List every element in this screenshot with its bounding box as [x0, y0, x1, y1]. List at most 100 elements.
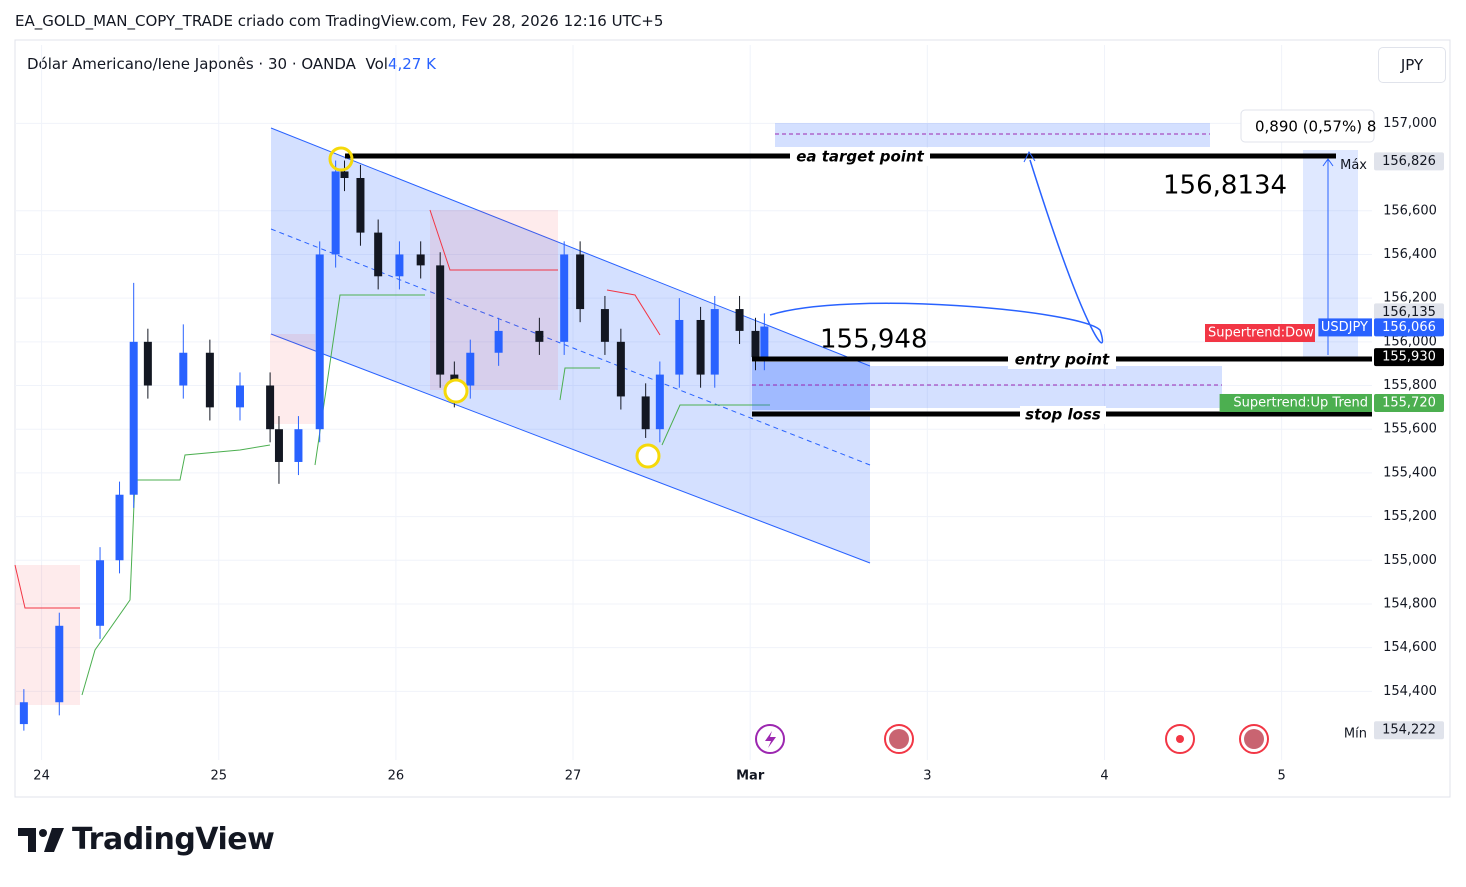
candle-body	[450, 374, 459, 386]
event-icon[interactable]	[1239, 724, 1269, 754]
y-tick-label: 154,400	[1383, 684, 1437, 699]
y-tick-label: 156,400	[1383, 247, 1437, 262]
candle-body	[600, 309, 609, 342]
candle-body	[395, 254, 404, 277]
candle-body	[616, 341, 625, 397]
tag-note: Supertrend:Up Trend	[1233, 395, 1368, 410]
y-tick-label: 154,800	[1383, 596, 1437, 611]
zone-box	[870, 366, 1222, 408]
tag-note: Mín	[1344, 727, 1367, 742]
candle-body	[696, 319, 705, 375]
symbol-line: Dólar Americano/Iene Japonês · 30 · OAND…	[27, 55, 436, 73]
candle-body	[641, 396, 650, 430]
supertrend-zone	[15, 565, 80, 705]
brand: TradingView	[18, 822, 275, 857]
channel-bottom	[270, 333, 871, 564]
event-icon[interactable]	[755, 724, 785, 754]
candle-body	[274, 429, 283, 462]
candle-body	[760, 326, 769, 358]
grid	[15, 45, 1372, 760]
channel-top	[270, 127, 871, 367]
page-title: EA_GOLD_MAN_COPY_TRADE criado com Tradin…	[15, 12, 664, 30]
supertrend-up	[559, 367, 600, 401]
candle-body	[560, 254, 569, 342]
candle-body	[96, 560, 105, 626]
event-icon[interactable]	[884, 724, 914, 754]
candle-body	[19, 702, 28, 725]
supertrend-down-tag	[1205, 324, 1315, 342]
price-tag-label: 154,222	[1382, 723, 1436, 738]
measure-tooltip	[1240, 109, 1375, 143]
candle-body	[710, 309, 719, 375]
price-tag	[1374, 303, 1444, 322]
x-tick-label: 27	[565, 769, 582, 784]
candle-body	[315, 254, 324, 430]
candles	[19, 160, 769, 731]
price-tag-label: 156,066	[1382, 320, 1436, 335]
vol-value: 4,27 K	[387, 55, 436, 73]
price-tag	[1374, 393, 1444, 412]
entry-price: 155,948	[820, 325, 928, 355]
pivot-marker	[328, 146, 354, 172]
candle-body	[129, 341, 138, 495]
event-icon[interactable]	[1165, 724, 1195, 754]
candle-body	[576, 254, 585, 310]
tag-note-bg	[1318, 318, 1372, 337]
x-tick-label: Mar	[736, 769, 765, 784]
candle-body	[751, 330, 760, 358]
vol-label: Vol	[365, 55, 388, 73]
candle-body	[535, 330, 544, 342]
x-tick-label: 3	[923, 769, 931, 784]
x-tick-label: 24	[33, 769, 50, 784]
y-tick-label: 155,800	[1383, 378, 1437, 393]
currency-button[interactable]: JPY	[1378, 47, 1446, 83]
candle-body	[494, 330, 503, 353]
y-tick-label: 155,400	[1383, 465, 1437, 480]
label-bg	[1020, 406, 1106, 424]
brand-name: TradingView	[72, 822, 275, 857]
candle-body	[205, 352, 214, 408]
supertrend-zone	[430, 210, 558, 390]
x-tick-label: 5	[1278, 769, 1286, 784]
projection-head	[1023, 151, 1036, 163]
price-tag	[1374, 721, 1444, 740]
price-tag	[1374, 152, 1444, 171]
price-tag	[1374, 348, 1444, 367]
candle-body	[235, 385, 244, 408]
candle-body	[416, 254, 425, 266]
candle-body	[436, 265, 445, 375]
tag-note: Máx	[1340, 158, 1367, 173]
channel-fill	[271, 128, 870, 563]
y-tick-label: 155,200	[1383, 509, 1437, 524]
tag-note: USDJPY	[1321, 320, 1368, 335]
candle-body	[356, 178, 365, 233]
y-tick-label: 156,200	[1383, 291, 1437, 306]
candle-body	[55, 625, 64, 703]
x-tick-label: 25	[210, 769, 227, 784]
candle-body	[374, 232, 383, 277]
flag	[1244, 729, 1264, 749]
target-box	[775, 123, 1210, 147]
price-axis: 154,400 154,600 154,800 155,000 155,200 155,4…	[33, 116, 1444, 784]
entry-label: entry point	[1015, 351, 1110, 369]
chart-frame	[14, 39, 1451, 798]
supertrend-up	[661, 404, 770, 446]
zone-box	[752, 362, 870, 410]
price-tag	[1374, 318, 1444, 337]
event-dot	[1176, 735, 1184, 743]
measure-arrow-head	[1322, 158, 1334, 167]
supertrend-down	[606, 289, 661, 336]
candle-body	[340, 171, 349, 179]
y-tick-label: 154,600	[1383, 640, 1437, 655]
y-tick-label: 156,600	[1383, 203, 1437, 218]
price-tag-label: 156,135	[1382, 305, 1436, 320]
candle-body	[735, 309, 744, 331]
projection-curve	[769, 159, 1104, 344]
supertrend-down	[14, 564, 80, 609]
symbol: Dólar Americano/Iene Japonês · 30 · OAND…	[27, 55, 356, 73]
y-tick-label: 155,600	[1383, 422, 1437, 437]
x-tick-label: 26	[388, 769, 405, 784]
brand-logo	[18, 827, 64, 852]
